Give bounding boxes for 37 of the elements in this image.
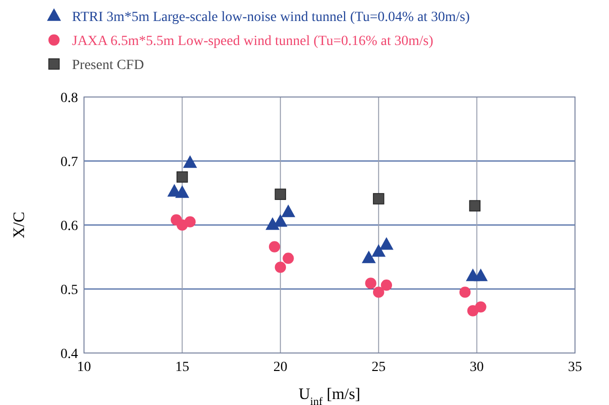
point bbox=[469, 200, 480, 212]
point bbox=[281, 204, 296, 218]
point bbox=[183, 155, 198, 168]
point bbox=[176, 171, 188, 183]
point bbox=[379, 237, 394, 250]
point bbox=[268, 241, 280, 252]
point bbox=[274, 188, 286, 200]
y-tick-label: 0.8 bbox=[60, 90, 78, 106]
x-tick-label: 25 bbox=[372, 360, 386, 375]
point bbox=[266, 217, 280, 230]
legend-label: RTRI 3m*5m Large-scale low-noise wind tunnel (Tu=0.04% at 30m/s) bbox=[72, 10, 470, 25]
x-tick-label: 10 bbox=[77, 360, 91, 375]
point bbox=[274, 262, 286, 273]
y-axis-title: X/C bbox=[11, 212, 28, 238]
y-tick-label: 0.7 bbox=[60, 154, 78, 170]
x-tick-label: 35 bbox=[568, 360, 582, 375]
x-tick-label: 30 bbox=[470, 360, 484, 375]
x-tick-label: 20 bbox=[273, 360, 288, 375]
point bbox=[459, 286, 471, 298]
point bbox=[372, 193, 384, 204]
legend-label: Present CFD bbox=[72, 58, 144, 73]
y-tick-label: 0.4 bbox=[60, 346, 78, 362]
point bbox=[372, 244, 386, 257]
x-tick-label: 15 bbox=[175, 360, 190, 375]
point bbox=[365, 278, 376, 289]
point bbox=[184, 216, 196, 228]
point bbox=[380, 280, 392, 291]
point bbox=[175, 185, 190, 198]
legend-label: JAXA 6.5m*5.5m Low-speed wind tunnel (Tu=0.16% at 30m/s) bbox=[72, 34, 434, 49]
point bbox=[373, 286, 384, 298]
point bbox=[282, 252, 294, 264]
y-tick-label: 0.6 bbox=[60, 218, 78, 234]
point bbox=[362, 250, 376, 264]
point bbox=[474, 268, 488, 282]
point bbox=[475, 301, 486, 313]
y-tick-label: 0.5 bbox=[60, 282, 78, 298]
x-axis-title: U$_{inf}$ [m/s] bbox=[298, 386, 360, 405]
